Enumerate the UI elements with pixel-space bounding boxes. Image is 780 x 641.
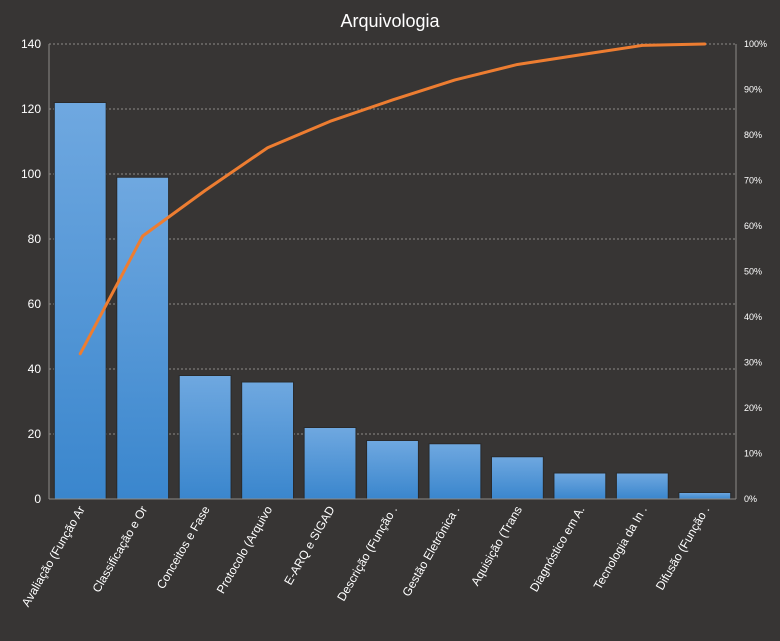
axes bbox=[48, 44, 737, 500]
y2-tick-label: 100% bbox=[744, 39, 767, 49]
y-tick-label: 120 bbox=[21, 102, 41, 116]
bars bbox=[53, 102, 732, 500]
bar bbox=[678, 492, 732, 500]
bar bbox=[241, 381, 295, 500]
x-tick-label: Protocolo (Arquivo bbox=[214, 503, 276, 596]
x-tick-label: Tecnologia da In . bbox=[591, 504, 650, 592]
x-tick-label: Conceitos e Fase bbox=[154, 503, 213, 591]
bar bbox=[178, 375, 232, 500]
x-tick-label: Diagnóstico em A. bbox=[527, 504, 587, 595]
bar bbox=[53, 102, 107, 500]
x-tick-label: E-ARQ e SIGAD bbox=[281, 503, 338, 587]
bar bbox=[428, 443, 482, 500]
x-axis-ticks: Avaliação (Função Ar Classificação e Or Co… bbox=[19, 503, 713, 609]
y-tick-label: 40 bbox=[28, 362, 42, 376]
cumulative-line-group bbox=[78, 42, 707, 356]
y2-tick-label: 0% bbox=[744, 494, 757, 504]
x-tick-label: Descrição (Função . bbox=[334, 504, 400, 604]
y2-tick-label: 80% bbox=[744, 130, 762, 140]
y2-tick-label: 70% bbox=[744, 176, 762, 186]
bar bbox=[553, 472, 607, 500]
bar bbox=[490, 456, 544, 500]
cumulative-line bbox=[78, 42, 707, 356]
bar bbox=[615, 472, 669, 500]
bar bbox=[116, 176, 170, 500]
y2-tick-label: 40% bbox=[744, 312, 762, 322]
gridlines bbox=[49, 43, 736, 435]
y-tick-label: 100 bbox=[21, 167, 41, 181]
y-tick-label: 20 bbox=[28, 427, 42, 441]
y-tick-label: 0 bbox=[34, 492, 41, 506]
y2-tick-label: 60% bbox=[744, 221, 762, 231]
x-tick-label: Classificação e Or bbox=[89, 504, 150, 595]
x-tick-label: Gestão Eletrônica . bbox=[399, 504, 462, 599]
bar bbox=[303, 427, 357, 500]
x-tick-label: Aquisição (Trans bbox=[468, 504, 525, 589]
y-tick-label: 80 bbox=[28, 232, 42, 246]
x-tick-label: Avaliação (Função Ar bbox=[19, 503, 88, 609]
y2-axis-ticks: 0% 10% 20% 30% 40% 50% 60% 70% 80% 90% 100% bbox=[744, 39, 767, 504]
chart-title: Arquivologia bbox=[340, 11, 440, 31]
y2-tick-label: 50% bbox=[744, 267, 762, 277]
bar bbox=[366, 440, 419, 500]
y-tick-label: 140 bbox=[21, 37, 41, 51]
x-tick-label: Difusão (Função . bbox=[653, 504, 712, 593]
y-tick-label: 60 bbox=[28, 297, 42, 311]
y2-tick-label: 90% bbox=[744, 85, 762, 95]
y2-tick-label: 30% bbox=[744, 358, 762, 368]
y2-tick-label: 10% bbox=[744, 449, 762, 459]
y-axis-ticks: 0 20 40 60 80 100 120 140 bbox=[21, 37, 41, 506]
y2-tick-label: 20% bbox=[744, 403, 762, 413]
